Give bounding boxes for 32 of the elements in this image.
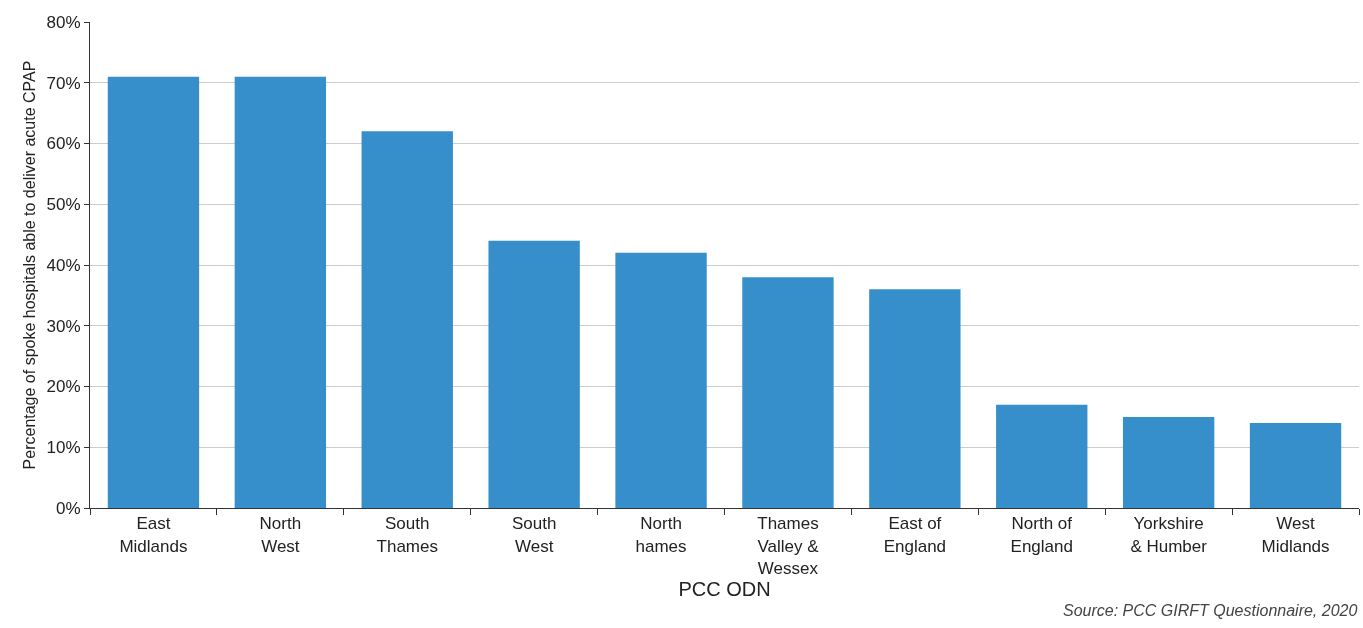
y-tick-label: 70%	[46, 73, 81, 93]
x-axis-title: PCC ODN	[678, 577, 771, 600]
y-tick-label: 20%	[46, 377, 81, 397]
x-tick-label: North hames	[635, 514, 687, 556]
source-note: Source: PCC GIRFT Questionnaire, 2020	[1063, 602, 1358, 619]
x-tick-label: South Thames	[376, 514, 438, 556]
bar	[234, 76, 327, 508]
bar	[488, 240, 580, 508]
y-tick-label: 30%	[46, 316, 81, 336]
y-tick-label: 0%	[56, 498, 81, 518]
x-tick-label: Yorkshire & Humber	[1130, 514, 1208, 556]
x-tick-label: Thames Valley & Wessex	[757, 514, 820, 578]
x-tick-label: North of England	[1010, 514, 1073, 556]
bar	[107, 76, 200, 508]
bar	[869, 289, 961, 508]
y-tick-label: 40%	[46, 255, 81, 275]
x-tick-label: West Midlands	[1261, 514, 1330, 556]
x-tick-label: North West	[259, 514, 302, 556]
x-tick-label: South West	[511, 514, 557, 556]
y-tick-label: 50%	[46, 195, 81, 215]
y-tick-label: 80%	[46, 12, 81, 32]
bar	[361, 131, 453, 508]
y-axis-title: Percentage of spoke hospitals able to deliver acute CPAP	[21, 60, 39, 470]
x-tick-label: East of England	[883, 514, 947, 556]
y-tick-label: 10%	[46, 438, 81, 458]
bar	[615, 252, 707, 508]
bar	[1249, 422, 1342, 508]
bar	[996, 404, 1088, 508]
y-tick-label: 60%	[46, 134, 81, 154]
x-tick-label: East Midlands	[119, 514, 188, 556]
bar	[742, 277, 834, 508]
bar	[1122, 416, 1215, 508]
